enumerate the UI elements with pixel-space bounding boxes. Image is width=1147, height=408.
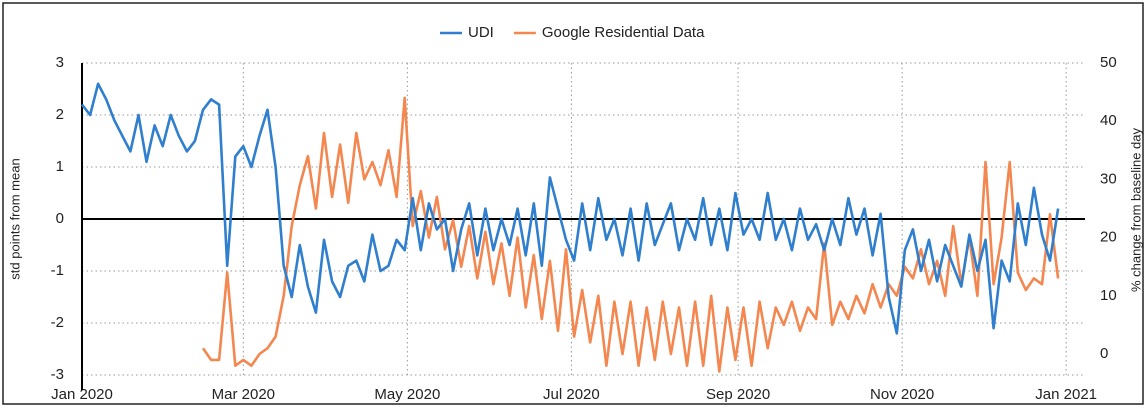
line-series [80,82,1060,335]
x-tick-label: Mar 2020 [212,386,275,403]
y2-tick-label: 50 [1100,54,1117,71]
x-tick-label: Jan 2020 [51,386,113,403]
y2-tick-label: 10 [1100,287,1117,304]
line-series [201,96,1060,373]
y-axis-title: std points from mean [7,158,22,279]
x-tick-label: Jul 2020 [543,386,600,403]
y2-axis-title: % change from baseline day [1128,127,1143,292]
x-tick-label: Sep 2020 [706,386,770,403]
y-tick-label: 3 [56,54,64,71]
y2-tick-label: 30 [1100,170,1117,187]
y-tick-label: 1 [56,158,64,175]
y-tick-label: 0 [56,210,64,227]
y-tick-label: 2 [56,106,64,123]
x-tick-label: May 2020 [374,386,440,403]
y2-tick-label: 0 [1100,345,1108,362]
y-tick-label: -3 [51,366,64,383]
y-tick-label: -1 [51,262,64,279]
x-tick-label: Nov 2020 [870,386,934,403]
legend-label: UDI [468,24,494,41]
y2-tick-label: 40 [1100,112,1117,129]
legend-label: Google Residential Data [542,24,705,41]
x-tick-label: Jan 2021 [1035,386,1097,403]
y-tick-label: -2 [51,314,64,331]
y2-tick-label: 20 [1100,229,1117,246]
